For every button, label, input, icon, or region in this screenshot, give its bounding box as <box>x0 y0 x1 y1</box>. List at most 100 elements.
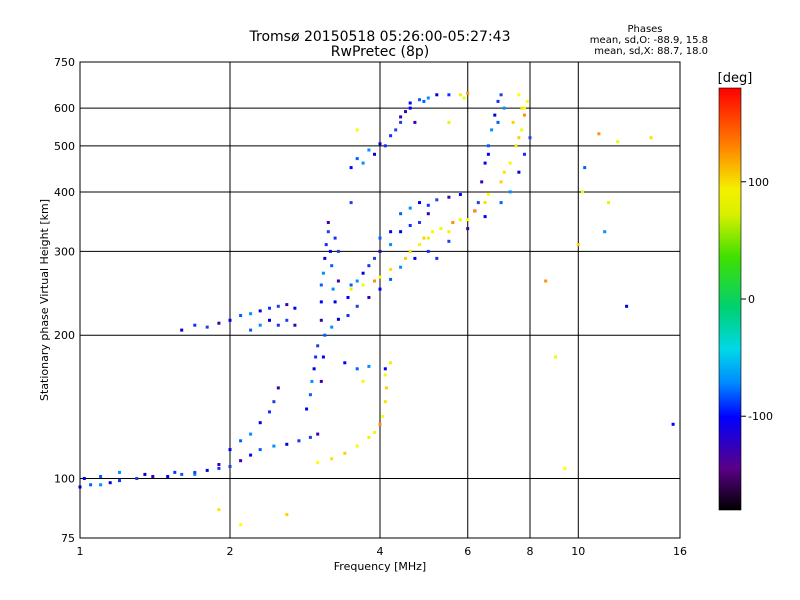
echo-point-o <box>319 283 323 287</box>
echo-point-x <box>408 249 412 253</box>
echo-point-o <box>418 98 421 102</box>
echo-point-o <box>378 236 382 240</box>
y-tick-label: 200 <box>54 329 75 342</box>
echo-point-x <box>355 128 359 132</box>
echo-point-o <box>336 279 340 283</box>
echo-point-o <box>249 432 253 436</box>
echo-point-o <box>476 201 480 205</box>
echo-point-o <box>143 472 147 476</box>
echo-point-o <box>268 410 271 414</box>
echo-point-o <box>483 161 487 165</box>
echo-point-x <box>525 99 529 103</box>
echo-point-x <box>520 106 524 110</box>
x-tick-label: 6 <box>464 545 471 558</box>
colorbar <box>718 87 742 511</box>
echo-point-o <box>258 421 262 425</box>
echo-point-x <box>389 361 393 365</box>
echo-point-o <box>99 483 103 487</box>
y-tick-label: 75 <box>61 532 75 545</box>
echo-point-o <box>228 465 232 468</box>
echo-point-o <box>272 444 276 448</box>
echo-point-x <box>483 201 487 205</box>
echo-point-o <box>310 379 314 383</box>
echo-point-o <box>447 195 451 199</box>
echo-point-x <box>361 379 365 383</box>
echo-point-o <box>319 318 323 322</box>
echo-point-o <box>413 256 417 260</box>
echo-point-o <box>355 367 359 371</box>
echo-point-o <box>330 264 334 268</box>
echo-point-o <box>336 317 340 321</box>
echo-point-x <box>520 128 524 132</box>
colorbar-tick-label: 0 <box>748 293 755 306</box>
echo-point-o <box>326 221 330 224</box>
echo-point-x <box>381 415 385 418</box>
echo-point-o <box>517 170 521 174</box>
x-tick-label: 8 <box>527 545 534 558</box>
echo-point-x <box>431 230 435 234</box>
echo-point-x <box>462 96 466 100</box>
echo-point-o <box>671 422 675 426</box>
echo-point-o <box>272 400 276 404</box>
legend-title: Phases <box>627 24 662 35</box>
echo-point-o <box>312 367 316 371</box>
echo-point-x <box>502 170 506 174</box>
echo-point-x <box>447 120 451 124</box>
echo-point-o <box>82 477 86 480</box>
echo-point-o <box>408 224 412 227</box>
echo-point-o <box>319 379 323 383</box>
echo-point-o <box>447 239 451 243</box>
echo-point-o <box>418 221 421 224</box>
echo-point-o <box>293 306 297 310</box>
echo-point-o <box>399 120 403 124</box>
echo-point-o <box>319 300 323 304</box>
echo-point-o <box>239 459 243 463</box>
echo-point-o <box>217 463 221 466</box>
echo-point-o <box>308 393 312 397</box>
colorbar-ticks: 100 0 -100 <box>741 176 773 423</box>
echo-point-o <box>324 243 328 247</box>
echo-point-o <box>346 296 350 299</box>
echo-point-o <box>205 325 209 329</box>
echo-point-o <box>349 166 353 170</box>
echo-point-x <box>523 106 526 110</box>
echo-point-x <box>514 144 518 148</box>
echo-point-o <box>378 287 382 291</box>
echo-point-x <box>383 400 387 404</box>
echo-point-o <box>321 355 325 359</box>
echo-point-o <box>499 93 503 97</box>
echo-point-o <box>323 256 327 260</box>
echo-point-o <box>394 128 398 132</box>
echo-point-o <box>99 475 103 478</box>
echo-point-x <box>378 422 382 426</box>
echo-point-o <box>480 180 484 184</box>
echo-point-x <box>554 355 557 359</box>
echo-point-o <box>373 152 376 156</box>
echo-point-o <box>399 212 403 216</box>
echo-point-x <box>517 136 521 140</box>
echo-point-o <box>258 323 262 327</box>
echo-point-o <box>118 470 121 474</box>
echo-point-x <box>316 461 320 465</box>
echo-point-o <box>228 318 232 322</box>
echo-point-x <box>466 91 470 95</box>
x-tick-label: 4 <box>377 545 384 558</box>
echo-point-o <box>316 344 320 348</box>
colorbar-tick-label: 100 <box>748 176 769 189</box>
echo-point-x <box>378 275 382 279</box>
echo-point-x <box>523 113 526 117</box>
echo-point-x <box>607 201 610 205</box>
echo-point-o <box>367 264 371 268</box>
echo-point-o <box>399 230 403 234</box>
echo-point-o <box>328 249 332 253</box>
echo-point-o <box>583 166 587 170</box>
chart-title: Tromsø 20150518 05:26:00-05:27:43 <box>249 29 511 45</box>
echo-point-o <box>239 314 243 317</box>
echo-point-o <box>413 120 417 124</box>
echo-point-x <box>373 279 376 283</box>
echo-point-o <box>435 198 439 202</box>
echo-point-x <box>508 161 512 165</box>
echo-point-x <box>426 236 430 240</box>
echo-point-x <box>217 508 221 512</box>
echo-point-o <box>496 99 500 103</box>
